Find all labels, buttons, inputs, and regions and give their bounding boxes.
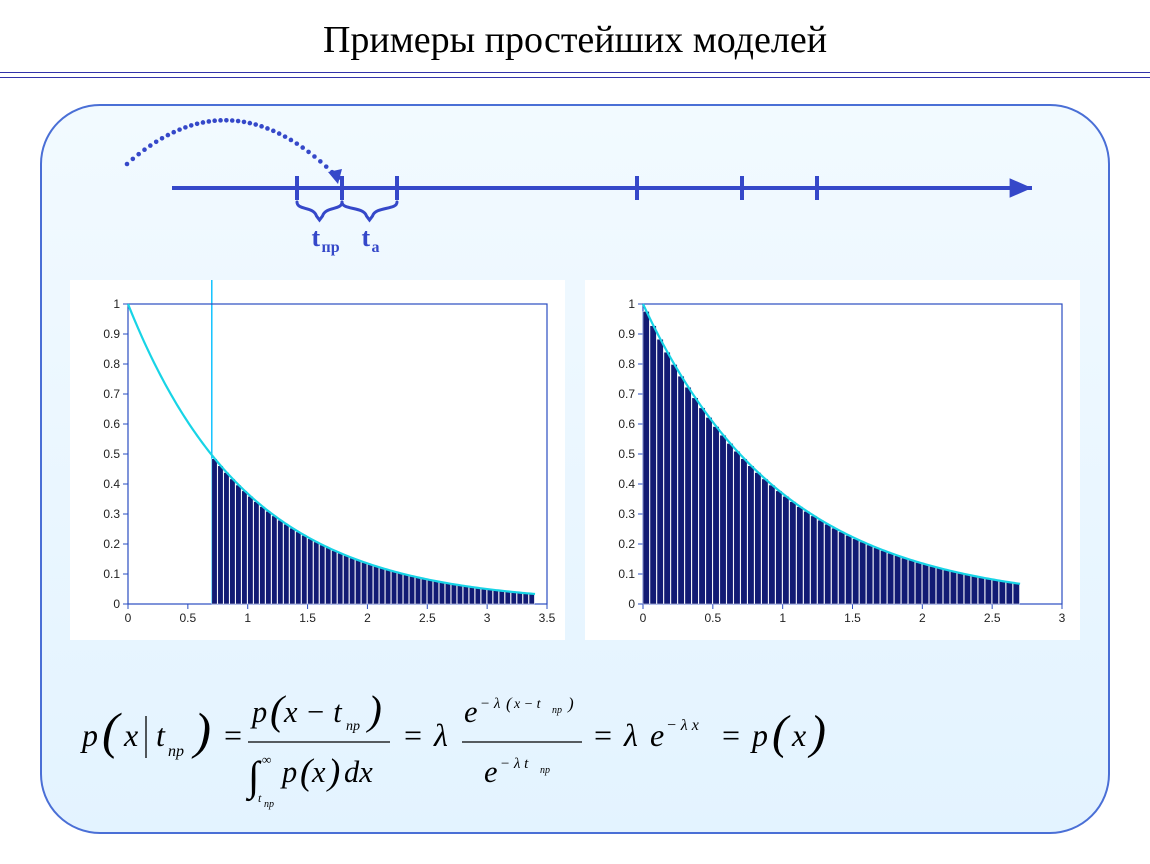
svg-text:0.8: 0.8 xyxy=(103,357,120,371)
svg-text:0: 0 xyxy=(640,611,647,625)
svg-text:x: x xyxy=(311,755,326,789)
svg-text:t: t xyxy=(156,717,166,753)
svg-text:np: np xyxy=(168,743,184,760)
svg-text:x − t: x − t xyxy=(283,695,343,729)
svg-text:np: np xyxy=(264,799,274,810)
svg-text:e: e xyxy=(650,717,664,753)
svg-text:λ: λ xyxy=(433,717,448,753)
left-chart: 0 0.1 0.2 0.3 0.4 0.5 0.6 0.7 0.8 0.9 1 0 0.5 1 1.5 2 2.… xyxy=(70,280,565,640)
svg-text:0.5: 0.5 xyxy=(704,611,721,625)
svg-text:0: 0 xyxy=(113,597,120,611)
svg-text:3: 3 xyxy=(484,611,491,625)
svg-text:=: = xyxy=(224,717,242,753)
svg-text:а: а xyxy=(372,239,380,256)
svg-text:np: np xyxy=(540,765,550,776)
svg-text:2: 2 xyxy=(364,611,371,625)
svg-text:− λ x: − λ x xyxy=(666,717,699,734)
title-rule xyxy=(0,72,1150,78)
svg-text:1.5: 1.5 xyxy=(844,611,861,625)
svg-text:p: p xyxy=(280,755,297,789)
svg-text:3: 3 xyxy=(1059,611,1066,625)
svg-text:0.1: 0.1 xyxy=(103,567,120,581)
svg-text:0.9: 0.9 xyxy=(618,327,635,341)
svg-text:1: 1 xyxy=(244,611,251,625)
svg-text:p: p xyxy=(750,717,768,753)
svg-text:e: e xyxy=(484,755,498,789)
content-panel: tпрtа 00.10.20.30.40.50.60.70.80.9100.51… xyxy=(40,104,1110,834)
svg-text:=: = xyxy=(594,717,612,753)
svg-text:1: 1 xyxy=(779,611,786,625)
formula: p(xtnp)=p(x − tnp)∫∞tnpp(x)dx=λe− λ(x − … xyxy=(42,668,1108,818)
timeline-diagram: tпрtа xyxy=(42,106,1108,276)
svg-text:0.7: 0.7 xyxy=(618,387,635,401)
svg-text:∞: ∞ xyxy=(262,752,271,767)
svg-text:=: = xyxy=(404,717,422,753)
svg-text:0.6: 0.6 xyxy=(618,417,635,431)
svg-text:x: x xyxy=(791,717,806,753)
svg-text:0: 0 xyxy=(125,611,132,625)
svg-text:p: p xyxy=(80,717,98,753)
svg-text:пр: пр xyxy=(322,239,340,256)
svg-text:0.6: 0.6 xyxy=(103,417,120,431)
svg-text:0.5: 0.5 xyxy=(180,611,197,625)
svg-text:=: = xyxy=(722,717,740,753)
svg-text:t: t xyxy=(258,791,262,805)
svg-text:2.5: 2.5 xyxy=(419,611,436,625)
svg-text:1: 1 xyxy=(628,297,635,311)
svg-text:(: ( xyxy=(102,703,122,760)
svg-text:(: ( xyxy=(772,706,791,759)
svg-text:0.3: 0.3 xyxy=(618,507,635,521)
svg-text:): ) xyxy=(567,694,574,713)
svg-text:): ) xyxy=(191,703,211,760)
slide-title: Примеры простейших моделей xyxy=(0,0,1150,72)
right-chart: 0 0.1 0.2 0.3 0.4 0.5 0.6 0.7 0.8 0.9 1 0 0.5 1 1.5 2 2.… xyxy=(585,280,1080,640)
svg-text:− λ t: − λ t xyxy=(500,756,529,772)
svg-text:t: t xyxy=(362,223,371,252)
svg-text:3.5: 3.5 xyxy=(539,611,556,625)
svg-text:): ) xyxy=(807,706,826,759)
svg-text:0.2: 0.2 xyxy=(618,537,635,551)
svg-text:1: 1 xyxy=(113,297,120,311)
svg-text:0.1: 0.1 xyxy=(618,567,635,581)
svg-text:2.5: 2.5 xyxy=(984,611,1001,625)
svg-text:0.9: 0.9 xyxy=(103,327,120,341)
svg-text:0.3: 0.3 xyxy=(103,507,120,521)
svg-text:t: t xyxy=(312,223,321,252)
svg-text:0.7: 0.7 xyxy=(103,387,120,401)
svg-text:0: 0 xyxy=(628,597,635,611)
svg-text:0.4: 0.4 xyxy=(103,477,120,491)
svg-text:x: x xyxy=(123,717,138,753)
svg-text:(: ( xyxy=(506,694,513,713)
svg-text:0.5: 0.5 xyxy=(618,447,635,461)
svg-text:λ: λ xyxy=(623,717,638,753)
svg-text:0.4: 0.4 xyxy=(618,477,635,491)
svg-text:): ) xyxy=(326,751,340,792)
svg-text:x − t: x − t xyxy=(513,697,542,712)
svg-text:0.8: 0.8 xyxy=(618,357,635,371)
svg-text:e: e xyxy=(464,695,478,729)
svg-text:np: np xyxy=(346,719,360,734)
svg-text:np: np xyxy=(552,705,562,716)
svg-text:2: 2 xyxy=(919,611,926,625)
svg-text:p: p xyxy=(250,695,267,729)
svg-text:0.5: 0.5 xyxy=(103,447,120,461)
svg-text:): ) xyxy=(366,687,382,734)
svg-text:0.2: 0.2 xyxy=(103,537,120,551)
svg-text:1.5: 1.5 xyxy=(299,611,316,625)
svg-text:− λ: − λ xyxy=(480,696,501,712)
svg-text:dx: dx xyxy=(344,755,373,789)
